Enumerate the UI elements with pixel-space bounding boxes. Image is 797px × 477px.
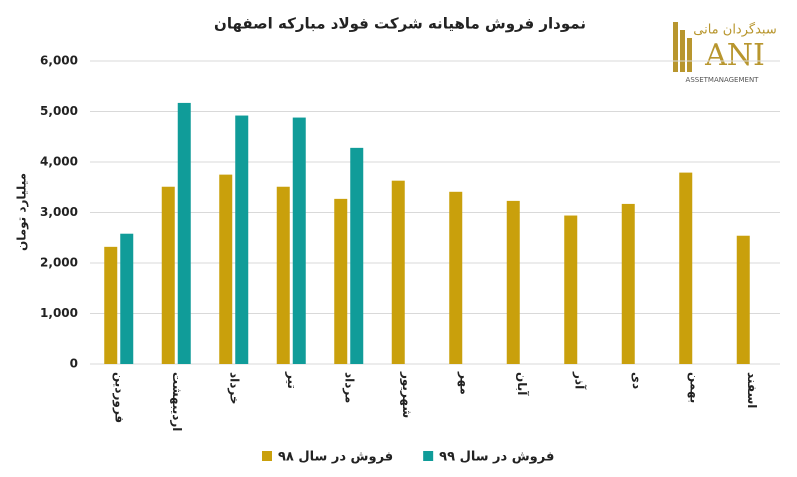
- logo-tagline: ASSETMANAGEMENT: [686, 76, 760, 84]
- x-tick-label: آبان: [515, 372, 530, 396]
- bar: [161, 186, 175, 364]
- bar: [391, 180, 405, 364]
- bar: [350, 147, 364, 364]
- x-tick-label: خرداد: [227, 372, 241, 405]
- x-tick-label: اسفند: [745, 372, 759, 408]
- bar: [334, 198, 348, 364]
- logo-bar: [687, 38, 692, 72]
- x-tick-label: بهمن: [687, 372, 701, 403]
- x-tick-label: تیر: [285, 371, 299, 389]
- y-axis-label: میلیارد تومان: [15, 173, 30, 251]
- bar: [506, 200, 520, 364]
- y-tick-label: 6,000: [40, 54, 78, 68]
- bar: [235, 115, 249, 364]
- y-tick-label: 5,000: [40, 104, 78, 118]
- logo-bar: [680, 30, 685, 72]
- x-tick-label: شهریور: [399, 371, 414, 418]
- y-tick-label: 0: [70, 357, 78, 371]
- x-tick-label: مرداد: [342, 372, 356, 403]
- bar: [292, 117, 306, 364]
- logo-mark: ANI: [704, 38, 765, 73]
- legend-label: فروش در سال ۹۹: [439, 450, 554, 465]
- logo-name: سبدگردان مانی: [693, 22, 776, 38]
- bar: [177, 102, 191, 364]
- x-tick-label: آذر: [572, 371, 587, 390]
- bar: [621, 203, 635, 364]
- legend-label: فروش در سال ۹۸: [278, 450, 393, 465]
- y-tick-label: 2,000: [40, 256, 78, 270]
- bar: [219, 174, 233, 364]
- x-tick-label: مهر: [457, 371, 471, 395]
- legend-swatch: [423, 451, 434, 461]
- x-tick-label: فروردین: [111, 372, 126, 423]
- y-tick-label: 1,000: [40, 306, 78, 320]
- bar: [120, 233, 134, 364]
- bar: [564, 215, 578, 364]
- bar: [679, 172, 693, 364]
- logo-bar: [673, 22, 678, 72]
- x-tick-label: اردیبهشت: [170, 372, 184, 431]
- bar: [736, 235, 750, 364]
- x-tick-label: دی: [630, 372, 644, 389]
- y-tick-label: 4,000: [40, 155, 78, 169]
- bar: [449, 191, 463, 364]
- chart-title: نمودار فروش ماهیانه شرکت فولاد مبارکه اص…: [214, 15, 586, 33]
- bar: [276, 186, 290, 364]
- y-tick-label: 3,000: [40, 205, 78, 219]
- logo: سبدگردان مانی ANI ASSETMANAGEMENT: [673, 22, 777, 84]
- bar: [104, 246, 118, 364]
- legend-swatch: [262, 451, 272, 461]
